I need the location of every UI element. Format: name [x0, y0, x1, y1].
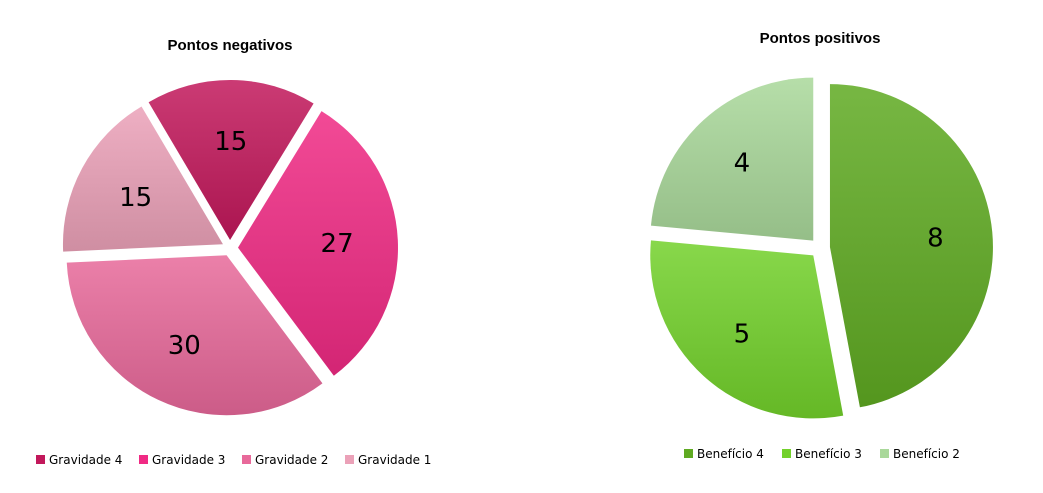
legend-swatch [684, 449, 693, 458]
legend-swatch [36, 455, 45, 464]
legend-label: Benefício 2 [893, 447, 960, 461]
legend-swatch [242, 455, 251, 464]
pie-slice [650, 77, 814, 241]
slice-value-label: 8 [927, 223, 944, 253]
legend-swatch [345, 455, 354, 464]
chart-title: Pontos positivos [760, 30, 881, 47]
legend-swatch [139, 455, 148, 464]
legend-label: Benefício 3 [795, 447, 862, 461]
chart-legend: Gravidade 4 Gravidade 3 Gravidade 2 Gravida… [36, 453, 431, 467]
slice-value-label: 15 [119, 183, 152, 213]
pie-slice [66, 255, 323, 416]
slice-value-label: 5 [734, 320, 751, 350]
chart-legend: Benefício 4 Benefício 3 Benefício 2 [684, 447, 960, 461]
pie-slice [62, 106, 223, 252]
slice-value-label: 30 [168, 331, 201, 361]
legend-swatch [880, 449, 889, 458]
slice-labels: 8 5 4 [734, 148, 944, 349]
pie-slices [650, 77, 993, 419]
pie-slice [237, 111, 398, 376]
pie-slices [62, 80, 398, 416]
pie-slice [148, 80, 314, 241]
legend-label: Benefício 4 [697, 447, 764, 461]
pie-slice [829, 84, 993, 408]
slice-value-label: 4 [734, 148, 751, 178]
slice-value-label: 15 [214, 127, 247, 157]
chart-pontos-positivos: Pontos positivos 854 Benefício 4 Benefíci… [650, 30, 993, 461]
legend-swatch [782, 449, 791, 458]
slice-labels: 15 27 30 15 [119, 127, 354, 361]
slice-value-label: 27 [321, 229, 354, 259]
chart-title: Pontos negativos [167, 37, 292, 54]
legend-label: Gravidade 2 [255, 453, 328, 467]
legend-label: Gravidade 4 [49, 453, 122, 467]
legend-label: Gravidade 3 [152, 453, 225, 467]
pie-slice [650, 240, 844, 419]
legend-label: Gravidade 1 [358, 453, 431, 467]
